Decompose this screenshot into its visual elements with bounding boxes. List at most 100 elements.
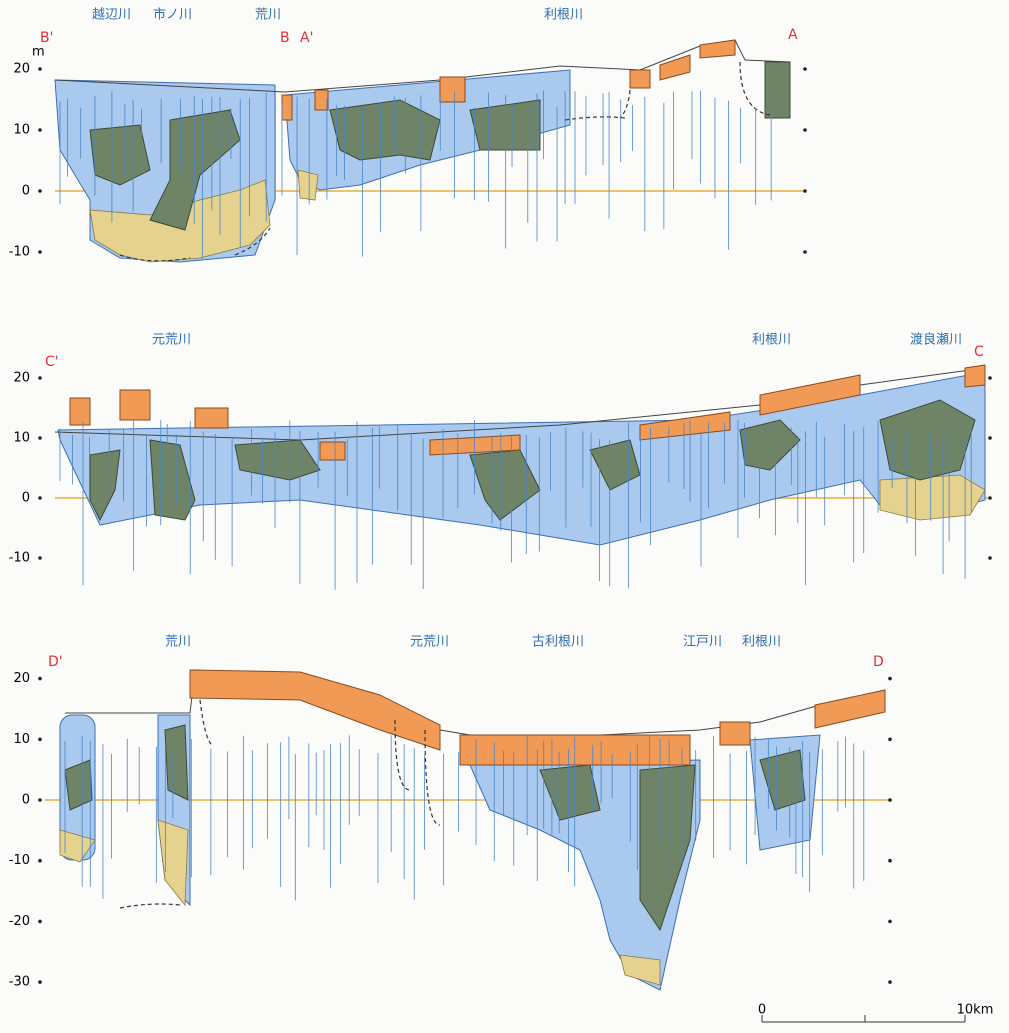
fill-layer — [759, 374, 861, 416]
river-label: 元荒川 — [410, 635, 449, 650]
tick-dot — [888, 980, 892, 984]
tick-dot — [988, 376, 992, 380]
y-tick-label: 20 — [13, 671, 30, 686]
river-label: 荒川 — [255, 8, 281, 23]
silt-layer — [64, 759, 93, 811]
y-tick-label: 10 — [13, 732, 30, 747]
silt-layer — [164, 724, 189, 801]
silt-layer — [329, 99, 441, 161]
sand-layer — [619, 954, 661, 986]
silt-layer — [234, 439, 321, 481]
y-tick-label: -10 — [9, 551, 30, 566]
silt-layer — [89, 124, 151, 186]
scale-label: 10km — [957, 1003, 994, 1018]
tick-dot — [888, 858, 892, 863]
section-3: D' D 荒川 元荒川 古利根川 江戸川 利根川 20 10 0 -10 -20 -30 — [9, 635, 892, 991]
scale-label: 0 — [758, 1003, 766, 1018]
fill-layer — [439, 76, 466, 103]
fill-layer — [429, 434, 521, 456]
river-label: 利根川 — [742, 635, 781, 650]
silt-layer — [879, 399, 976, 481]
tick-dot — [38, 798, 42, 802]
fill-layer — [194, 407, 229, 429]
tick-dot — [38, 919, 42, 924]
tick-dot — [988, 436, 992, 440]
y-tick-label: -10 — [9, 853, 30, 868]
inferred-boundary — [119, 61, 771, 262]
silt-layer — [759, 749, 806, 811]
boreholes — [59, 90, 772, 259]
tick-dot — [888, 676, 892, 681]
fill-layer — [639, 411, 731, 441]
fill-layer — [314, 89, 329, 111]
boreholes — [59, 420, 972, 590]
fill-layer — [659, 54, 691, 81]
section-label: A — [788, 27, 798, 43]
fill-layer — [69, 397, 91, 426]
tick-dot — [38, 189, 42, 193]
fill-layer — [719, 721, 751, 746]
y-tick-label: 10 — [13, 431, 30, 446]
y-tick-label: 20 — [13, 371, 30, 386]
silt-layer — [639, 764, 696, 932]
section-label: C' — [45, 354, 59, 370]
y-tick-label: 0 — [22, 184, 30, 199]
tick-dot — [803, 250, 807, 254]
section-label: B — [280, 30, 290, 46]
silt-layer — [539, 764, 601, 821]
tick-dot — [38, 676, 42, 681]
y-tick-label: -30 — [9, 975, 30, 990]
section-1: B' B A' A 越辺川 市ノ川 荒川 利根川 m 20 10 0 -10 — [9, 7, 807, 263]
fill-layer — [629, 69, 651, 89]
section-label: D' — [48, 654, 63, 670]
river-label: 江戸川 — [683, 635, 722, 650]
silt-layer — [469, 99, 541, 151]
river-label: 元荒川 — [152, 333, 191, 348]
fill-layer — [814, 689, 886, 729]
fill-layer — [964, 364, 986, 388]
section-label: D — [873, 654, 884, 670]
sand-layer — [59, 829, 96, 863]
river-label: 市ノ川 — [153, 7, 192, 23]
river-label: 渡良瀬川 — [910, 332, 962, 348]
tick-dot — [38, 376, 42, 380]
boreholes — [64, 735, 865, 901]
tick-dot — [803, 189, 807, 193]
tick-dot — [988, 556, 992, 560]
y-tick-label: 0 — [22, 793, 30, 808]
fill-layer — [119, 389, 151, 421]
tick-dot — [38, 250, 42, 254]
tick-dot — [803, 67, 807, 71]
tick-dot — [38, 496, 42, 500]
tick-dot — [38, 737, 42, 742]
fill-layer — [319, 441, 346, 461]
river-label: 越辺川 — [92, 8, 131, 23]
scale-bar: 0 10km — [758, 1003, 994, 1023]
tick-dot — [988, 496, 992, 500]
silt-layer — [149, 109, 241, 231]
y-tick-label: 20 — [13, 62, 30, 77]
river-label: 荒川 — [165, 635, 191, 650]
ground-surface — [54, 367, 986, 441]
river-label: 利根川 — [752, 333, 791, 348]
silt-layer — [764, 61, 791, 119]
axis-unit: m — [32, 45, 45, 60]
silt-layer — [89, 449, 121, 522]
river-label: 利根川 — [544, 8, 583, 23]
tick-dot — [888, 737, 892, 742]
tick-dot — [38, 128, 42, 132]
tick-dot — [888, 798, 892, 802]
sand-layer — [297, 169, 319, 201]
tick-dot — [888, 919, 892, 924]
section-label: B' — [40, 30, 53, 46]
river-label: 古利根川 — [532, 635, 584, 650]
section-label: C — [974, 344, 984, 360]
y-tick-label: -20 — [9, 914, 30, 929]
fill-layer — [699, 39, 736, 59]
silt-layer — [739, 419, 801, 471]
tick-dot — [38, 858, 42, 863]
tick-dot — [38, 980, 42, 984]
y-tick-label: 0 — [22, 491, 30, 506]
y-tick-label: 10 — [13, 123, 30, 138]
